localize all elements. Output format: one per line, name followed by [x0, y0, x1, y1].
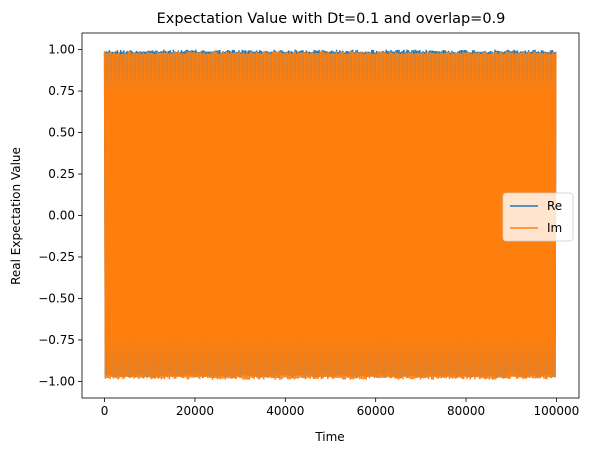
x-axis-ticks: 0 20000 40000 60000 80000 100000 — [101, 398, 580, 418]
series-line-im — [103, 51, 557, 380]
y-tick-label: −0.75 — [38, 333, 75, 347]
x-tick-label: 80000 — [447, 404, 485, 418]
y-tick-label: −1.00 — [38, 374, 75, 388]
legend: Re Im — [502, 192, 574, 242]
x-tick-label: 20000 — [176, 404, 214, 418]
x-tick-label: 40000 — [266, 404, 304, 418]
y-tick-label: −0.50 — [38, 291, 75, 305]
legend-box — [502, 192, 574, 242]
chart-title: Expectation Value with Dt=0.1 and overla… — [157, 11, 506, 27]
x-axis-label: Time — [314, 430, 344, 444]
y-axis-label: Real Expectation Value — [9, 147, 23, 285]
y-tick-label: 0.75 — [48, 84, 75, 98]
y-axis-ticks: 1.00 0.75 0.50 0.25 0.00 −0.25 −0.50 −0.75 −1.00 — [38, 43, 82, 388]
y-tick-label: 0.50 — [48, 126, 75, 140]
x-tick-label: 60000 — [357, 404, 395, 418]
plot-area — [103, 49, 557, 380]
x-tick-label: 0 — [101, 404, 109, 418]
y-tick-label: 0.25 — [48, 167, 75, 181]
y-tick-label: 1.00 — [48, 43, 75, 57]
legend-label-im: Im — [547, 221, 562, 235]
y-tick-label: −0.25 — [38, 250, 75, 264]
y-tick-label: 0.00 — [48, 209, 75, 223]
legend-label-re: Re — [547, 199, 562, 213]
x-tick-label: 100000 — [534, 404, 580, 418]
